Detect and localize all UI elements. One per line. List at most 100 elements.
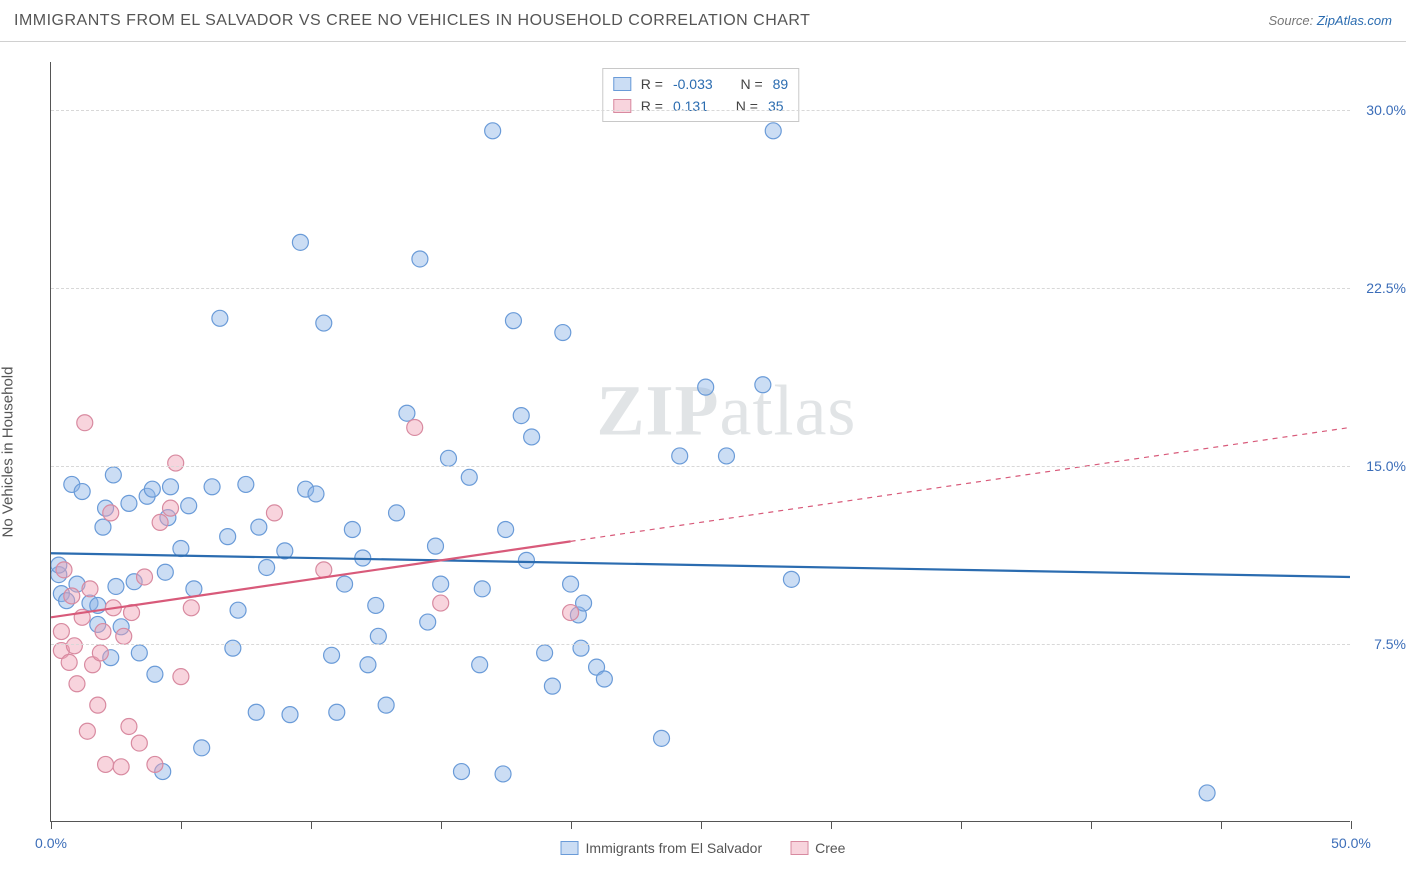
data-point bbox=[498, 522, 514, 538]
data-point bbox=[79, 723, 95, 739]
data-point bbox=[61, 654, 77, 670]
data-point bbox=[337, 576, 353, 592]
y-tick-label: 22.5% bbox=[1366, 280, 1406, 296]
data-point bbox=[163, 479, 179, 495]
data-point bbox=[230, 602, 246, 618]
data-point bbox=[573, 640, 589, 656]
data-point bbox=[116, 628, 132, 644]
data-point bbox=[1199, 785, 1215, 801]
data-point bbox=[183, 600, 199, 616]
x-tick bbox=[1351, 821, 1352, 829]
x-tick bbox=[831, 821, 832, 829]
data-point bbox=[108, 578, 124, 594]
data-point bbox=[433, 595, 449, 611]
data-point bbox=[259, 559, 275, 575]
data-point bbox=[147, 666, 163, 682]
data-point bbox=[92, 645, 108, 661]
data-point bbox=[513, 408, 529, 424]
x-tick bbox=[961, 821, 962, 829]
data-point bbox=[453, 764, 469, 780]
x-tick bbox=[181, 821, 182, 829]
data-point bbox=[360, 657, 376, 673]
data-point bbox=[370, 628, 386, 644]
data-point bbox=[204, 479, 220, 495]
data-point bbox=[399, 405, 415, 421]
data-point bbox=[316, 562, 332, 578]
legend-label-series-2: Cree bbox=[815, 840, 845, 856]
data-point bbox=[537, 645, 553, 661]
gridline-h bbox=[51, 466, 1350, 467]
data-point bbox=[248, 704, 264, 720]
data-point bbox=[596, 671, 612, 687]
data-point bbox=[718, 448, 734, 464]
trendline-dashed bbox=[571, 427, 1350, 541]
data-point bbox=[495, 766, 511, 782]
source-link[interactable]: ZipAtlas.com bbox=[1317, 13, 1392, 28]
data-point bbox=[282, 707, 298, 723]
data-point bbox=[82, 581, 98, 597]
data-point bbox=[95, 624, 111, 640]
data-point bbox=[131, 735, 147, 751]
data-point bbox=[485, 123, 501, 139]
x-tick bbox=[571, 821, 572, 829]
data-point bbox=[698, 379, 714, 395]
data-point bbox=[74, 484, 90, 500]
legend-item-series-2: Cree bbox=[790, 840, 845, 856]
gridline-h bbox=[51, 110, 1350, 111]
x-tick bbox=[701, 821, 702, 829]
gridline-h bbox=[51, 644, 1350, 645]
source-attribution: Source: ZipAtlas.com bbox=[1268, 13, 1392, 28]
y-tick-label: 15.0% bbox=[1366, 458, 1406, 474]
data-point bbox=[433, 576, 449, 592]
page-header: IMMIGRANTS FROM EL SALVADOR VS CREE NO V… bbox=[0, 0, 1406, 42]
legend-label-series-1: Immigrants from El Salvador bbox=[586, 840, 763, 856]
data-point bbox=[292, 234, 308, 250]
data-point bbox=[144, 481, 160, 497]
x-tick bbox=[1091, 821, 1092, 829]
data-point bbox=[654, 730, 670, 746]
data-point bbox=[672, 448, 688, 464]
data-point bbox=[389, 505, 405, 521]
legend-item-series-1: Immigrants from El Salvador bbox=[561, 840, 763, 856]
swatch-series-2-bottom bbox=[790, 841, 808, 855]
data-point bbox=[555, 325, 571, 341]
data-point bbox=[137, 569, 153, 585]
y-axis-label: No Vehicles in Household bbox=[0, 367, 17, 538]
chart-title: IMMIGRANTS FROM EL SALVADOR VS CREE NO V… bbox=[14, 12, 1268, 30]
data-point bbox=[505, 313, 521, 329]
y-tick-label: 7.5% bbox=[1374, 636, 1406, 652]
data-point bbox=[157, 564, 173, 580]
data-point bbox=[461, 469, 477, 485]
data-point bbox=[308, 486, 324, 502]
plot-svg bbox=[51, 62, 1350, 821]
data-point bbox=[474, 581, 490, 597]
data-point bbox=[56, 562, 72, 578]
data-point bbox=[147, 756, 163, 772]
data-point bbox=[238, 476, 254, 492]
y-tick-label: 30.0% bbox=[1366, 102, 1406, 118]
data-point bbox=[163, 500, 179, 516]
data-point bbox=[412, 251, 428, 267]
data-point bbox=[220, 529, 236, 545]
data-point bbox=[121, 495, 137, 511]
data-point bbox=[329, 704, 345, 720]
data-point bbox=[544, 678, 560, 694]
data-point bbox=[420, 614, 436, 630]
data-point bbox=[173, 669, 189, 685]
data-point bbox=[98, 756, 114, 772]
gridline-h bbox=[51, 288, 1350, 289]
data-point bbox=[428, 538, 444, 554]
data-point bbox=[518, 552, 534, 568]
data-point bbox=[563, 576, 579, 592]
data-point bbox=[64, 588, 80, 604]
x-tick-label: 0.0% bbox=[35, 835, 67, 851]
data-point bbox=[440, 450, 456, 466]
data-point bbox=[316, 315, 332, 331]
data-point bbox=[152, 514, 168, 530]
data-point bbox=[407, 419, 423, 435]
data-point bbox=[783, 571, 799, 587]
source-prefix: Source: bbox=[1268, 13, 1316, 28]
data-point bbox=[103, 505, 119, 521]
data-point bbox=[121, 718, 137, 734]
series-legend: Immigrants from El Salvador Cree bbox=[561, 840, 846, 856]
